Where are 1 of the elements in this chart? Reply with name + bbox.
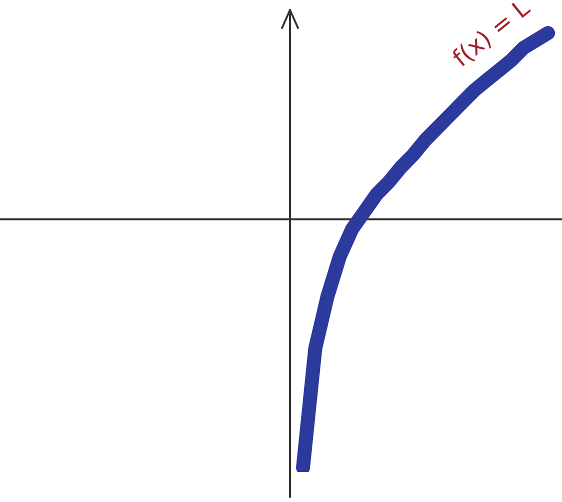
- annotation: f(x) = L: [447, 0, 536, 72]
